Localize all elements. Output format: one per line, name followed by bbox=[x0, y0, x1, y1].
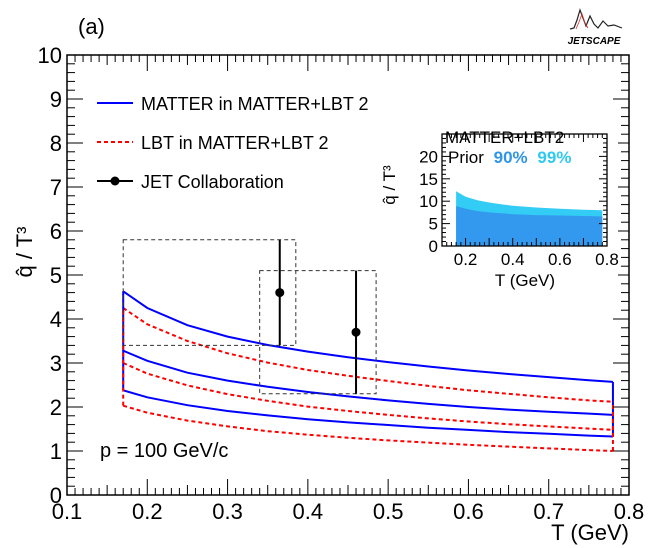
inset-y-tick-label: 20 bbox=[419, 147, 438, 166]
legend-entry-jet: JET Collaboration bbox=[97, 172, 284, 192]
logo-peak-graphic-red bbox=[575, 12, 589, 30]
main-y-tick-label: 6 bbox=[50, 219, 62, 244]
main-x-tick-label: 0.7 bbox=[533, 499, 564, 524]
legend-swatch-marker-dot bbox=[110, 176, 120, 186]
main-y-tick-label: 9 bbox=[50, 87, 62, 112]
main-y-tick-label: 7 bbox=[50, 175, 62, 200]
main-plot: 0.1 0.2 0.3 0.4 0.5 0.6 0.7 0.8 0 1 2 3 4 5 6 7 8 9 10 T … bbox=[12, 43, 644, 545]
main-y-tick-label: 10 bbox=[38, 43, 62, 68]
panel-label: (a) bbox=[78, 14, 105, 39]
matter-curve bbox=[122, 349, 613, 416]
inset-plot-frame bbox=[441, 133, 608, 247]
jet-systematic-box bbox=[259, 270, 377, 395]
main-y-tick-label: 1 bbox=[50, 439, 62, 464]
main-y-tick-labels: 0 1 2 3 4 5 6 7 8 9 10 bbox=[38, 43, 62, 508]
inset-areas bbox=[456, 191, 603, 246]
inset-y-tick-label: 5 bbox=[429, 215, 438, 234]
jet-data-point bbox=[351, 327, 361, 337]
inset-title: MATTER+LBT2 bbox=[445, 128, 564, 147]
inset-x-axis-title: T (GeV) bbox=[495, 271, 555, 290]
jet-data-point bbox=[275, 288, 285, 298]
inset-x-tick-label: 0.2 bbox=[454, 250, 478, 269]
legend-entry-lbt: LBT in MATTER+LBT 2 bbox=[97, 133, 329, 153]
jet-systematic-box bbox=[122, 239, 297, 346]
main-x-tick-label: 0.6 bbox=[453, 499, 484, 524]
main-y-tick-label: 5 bbox=[50, 263, 62, 288]
inset-x-tick-labels: 0.2 0.4 0.6 0.8 bbox=[454, 250, 619, 269]
main-y-tick-label: 0 bbox=[50, 483, 62, 508]
main-x-tick-label: 0.2 bbox=[132, 499, 163, 524]
inset-prior-word: Prior bbox=[448, 148, 484, 167]
inset-legend-90: 90% bbox=[494, 148, 528, 167]
inset-x-tick-label: 0.6 bbox=[548, 250, 572, 269]
inset-x-tick-label: 0.8 bbox=[595, 250, 619, 269]
jet-systematic-boxes bbox=[122, 239, 377, 395]
main-y-axis-title: q̂ / T³ bbox=[12, 227, 37, 278]
main-axis-ticks bbox=[66, 54, 630, 496]
inset-x-tick-label: 0.4 bbox=[501, 250, 525, 269]
main-x-tick-label: 0.1 bbox=[52, 499, 83, 524]
legend-label-lbt: LBT in MATTER+LBT 2 bbox=[141, 133, 329, 153]
inset-area-90 bbox=[456, 206, 603, 246]
inset-y-tick-label: 10 bbox=[419, 192, 438, 211]
logo-peak-graphic bbox=[569, 8, 623, 30]
main-x-tick-label: 0.3 bbox=[212, 499, 243, 524]
inset-y-tick-label: 0 bbox=[429, 237, 438, 256]
main-curves bbox=[122, 290, 613, 452]
logo-text: JETSCAPE bbox=[568, 36, 621, 47]
inset-plot: 0.2 0.4 0.6 0.8 0 5 10 15 20 MATTER+LBT2 Prior … bbox=[380, 102, 619, 295]
inset-prior-label: Prior 90% 99% bbox=[448, 148, 571, 167]
inset-y-axis-title: q̂ / T³ bbox=[380, 165, 399, 205]
main-x-tick-label: 0.4 bbox=[293, 499, 324, 524]
main-x-tick-labels: 0.1 0.2 0.3 0.4 0.5 0.6 0.7 0.8 bbox=[52, 499, 645, 524]
legend-label-matter: MATTER in MATTER+LBT 2 bbox=[141, 94, 369, 114]
main-x-axis-title: T (GeV) bbox=[551, 520, 629, 545]
matter-curve bbox=[122, 290, 613, 383]
jetscape-logo: JETSCAPE bbox=[568, 8, 623, 47]
matter-curve bbox=[122, 389, 613, 438]
main-y-tick-label: 3 bbox=[50, 351, 62, 376]
inset-y-tick-labels: 0 5 10 15 20 bbox=[419, 147, 438, 256]
lbt-curve bbox=[122, 307, 613, 403]
momentum-annotation: p = 100 GeV/c bbox=[100, 440, 228, 462]
main-y-tick-label: 8 bbox=[50, 131, 62, 156]
main-y-tick-label: 4 bbox=[50, 307, 62, 332]
legend-entry-matter: MATTER in MATTER+LBT 2 bbox=[97, 94, 369, 114]
jet-points bbox=[275, 239, 361, 394]
main-x-tick-label: 0.8 bbox=[614, 499, 645, 524]
legend-label-jet: JET Collaboration bbox=[141, 172, 284, 192]
main-legend: MATTER in MATTER+LBT 2 LBT in MATTER+LBT… bbox=[97, 94, 369, 192]
inset-y-tick-label: 15 bbox=[419, 170, 438, 189]
main-x-tick-label: 0.5 bbox=[373, 499, 404, 524]
inset-legend-99: 99% bbox=[537, 148, 571, 167]
lbt-curve bbox=[122, 404, 613, 452]
inset-axis-ticks bbox=[441, 133, 608, 247]
main-y-tick-label: 2 bbox=[50, 395, 62, 420]
